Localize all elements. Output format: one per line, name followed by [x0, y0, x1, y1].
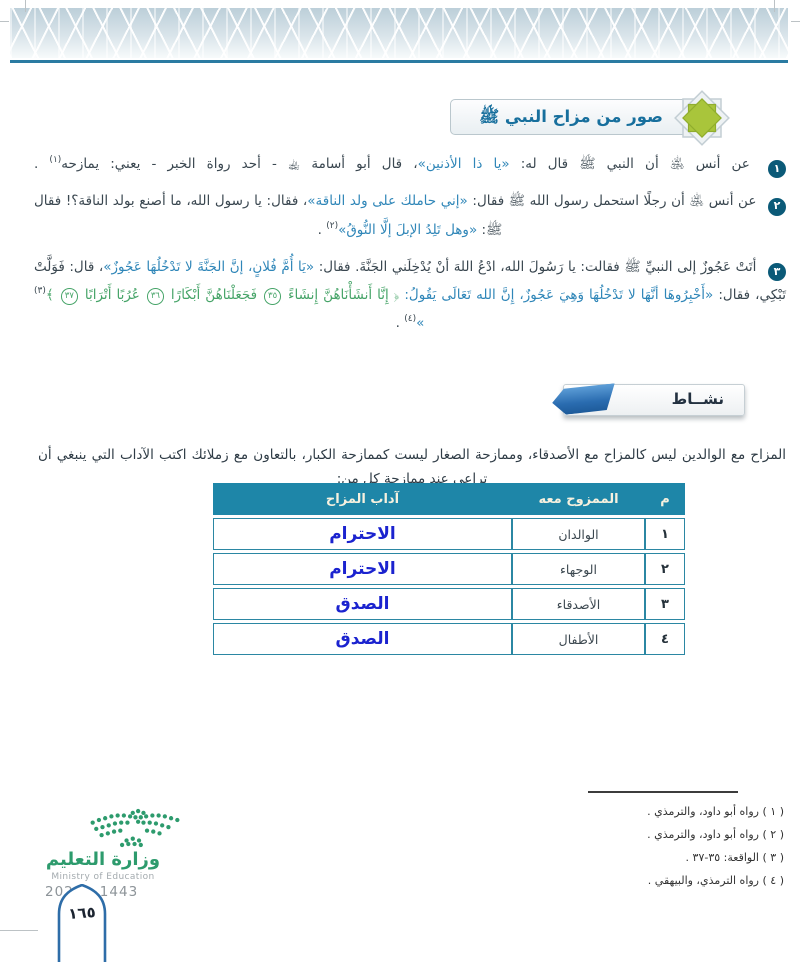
crop-mark: [25, 0, 26, 12]
footnote: ( ٢ ) رواه أبو داود، والترمذي .: [647, 828, 784, 842]
hadith-quote: «يَا أُمَّ فُلانٍ، إنَّ الجَنَّةَ لا تَد…: [103, 258, 315, 275]
row-number: ٢: [645, 553, 685, 585]
footnote: ( ٤ ) رواه الترمذي، والبيهقي .: [647, 874, 784, 888]
crop-mark: [0, 21, 9, 22]
activity-ribbon: نشــاط: [563, 384, 745, 416]
list-number-badge: ١: [768, 160, 786, 179]
hadith-text: ، قال أبو أسامة ﵀ - أحد رواة الخبر - يعن…: [61, 156, 418, 172]
answer-cell: الاحترام: [213, 553, 512, 585]
list-number-badge: ٣: [768, 263, 786, 282]
page-number-dome-icon: [57, 884, 107, 962]
row-number: ٣: [645, 588, 685, 620]
hadith-quote: »: [416, 315, 425, 332]
footnote: ( ٣ ) الواقعة: ٣٥-٣٧ .: [685, 851, 784, 865]
header-ornament-band: [10, 8, 788, 58]
header-rule: [10, 60, 788, 63]
table-row: ٢ الوجهاء الاحترام: [213, 553, 685, 585]
table-header-row: م الممزوح معه آداب المزاح: [213, 483, 685, 515]
activity-label: نشــاط: [671, 390, 724, 408]
ribbon-arrow-icon: [551, 383, 617, 415]
footnote-ref: (١): [49, 155, 62, 165]
person-cell: الأصدقاء: [512, 588, 645, 620]
column-header-person: الممزوح معه: [512, 483, 645, 515]
quran-verse: ﴾: [45, 287, 59, 304]
column-header-manners: آداب المزاح: [213, 483, 512, 515]
section-title-bar: صور من مزاح النبي ﷺ: [450, 90, 730, 146]
footnote: ( ١ ) رواه أبو داود، والترمذي .: [647, 805, 784, 818]
row-number: ٤: [645, 623, 685, 655]
moe-logo-dots-icon: [90, 808, 180, 848]
footnote-ref: (٢): [326, 220, 339, 231]
hadith-quote: «أَخْبِرُوهَا أنَّهَا لا تَدْخُلُهَا وَه…: [399, 287, 714, 304]
column-header-number: م: [645, 483, 685, 515]
hadith-text: أتَتْ عَجُوزٌ إلى النبيِّ ﷺ فقالت: يا رَ…: [314, 258, 757, 275]
table-row: ٤ الأطفال الصدق: [213, 623, 685, 655]
crop-mark: [774, 0, 775, 12]
hadith-item-1: ١ عن أنس ﵁ أن النبي ﷺ قال له: «يا ذا الأ…: [34, 150, 786, 179]
answer-cell: الاحترام: [213, 518, 512, 550]
hadith-quote: «إني حاملك على ولد الناقة»: [307, 193, 468, 210]
footnote-ref: (٣): [34, 286, 47, 297]
activity-table: م الممزوح معه آداب المزاح ١ الوالدان الا…: [213, 480, 685, 658]
crop-mark: [791, 21, 800, 22]
person-cell: الوجهاء: [512, 553, 645, 585]
answer-cell: الصدق: [213, 623, 512, 655]
list-number-badge: ٢: [768, 197, 786, 216]
footnotes: ( ١ ) رواه أبو داود، والترمذي . ( ٢ ) رو…: [647, 800, 784, 892]
hadith-text: .: [395, 315, 405, 332]
hadith-item-3: ٣ أتَتْ عَجُوزٌ إلى النبيِّ ﷺ فقالت: يا …: [34, 253, 786, 338]
hadith-list: ١ عن أنس ﵁ أن النبي ﷺ قال له: «يا ذا الأ…: [34, 150, 786, 347]
footnote-ref: (٤): [404, 314, 417, 325]
section-title: صور من مزاح النبي ﷺ: [479, 107, 663, 126]
hadith-text: .: [34, 156, 50, 172]
ministry-wordmark-english: Ministry of Education: [51, 872, 155, 882]
table-row: ١ الوالدان الاحترام: [213, 518, 685, 550]
footnote-separator: [588, 791, 738, 793]
hadith-text: ، قال: فَوَلَّتْ تَبْكِي، فقال:: [34, 258, 787, 304]
answer-cell: الصدق: [213, 588, 512, 620]
table-row: ٣ الأصدقاء الصدق: [213, 588, 685, 620]
hadith-text: عن أنس ﵁ أن النبي ﷺ قال له:: [509, 156, 750, 172]
hadith-quote: «وهل تَلِدُ الإبلَ إلَّا النُّوقُ»: [338, 221, 478, 238]
quran-verse: فَجَعَلْنَاهُنَّ أَبْكَارًا: [165, 287, 263, 304]
quran-verse: عُرُبًا أَتْرَابًا: [79, 287, 145, 304]
verse-number-badge: ٣٦: [146, 288, 164, 305]
person-cell: الأطفال: [512, 623, 645, 655]
hadith-text: .: [317, 221, 327, 238]
hadith-item-2: ٢ عن أنس ﵁ أن رجلًا استحمل رسول الله ﷺ ف…: [34, 187, 786, 244]
hadith-text: ، فقال: يا رسول الله، ما أصنع بولد الناق…: [34, 193, 503, 238]
verse-number-badge: ٣٥: [264, 288, 282, 305]
hadith-quote: «يا ذا الأذنين»: [417, 156, 510, 172]
page-number: ١٦٥: [67, 903, 97, 923]
row-number: ١: [645, 518, 685, 550]
verse-number-badge: ٣٧: [60, 288, 78, 305]
quran-verse: ﴿ إِنَّا أَنشَأْنَاهُنَّ إِنشَاءً: [283, 287, 400, 304]
eight-point-star-icon: [674, 90, 730, 146]
hadith-text: عن أنس ﵁ أن رجلًا استحمل رسول الله ﷺ فقا…: [467, 193, 757, 210]
person-cell: الوالدان: [512, 518, 645, 550]
crop-mark: [0, 930, 38, 931]
ministry-wordmark-arabic: وزارة التعليم: [45, 849, 161, 870]
